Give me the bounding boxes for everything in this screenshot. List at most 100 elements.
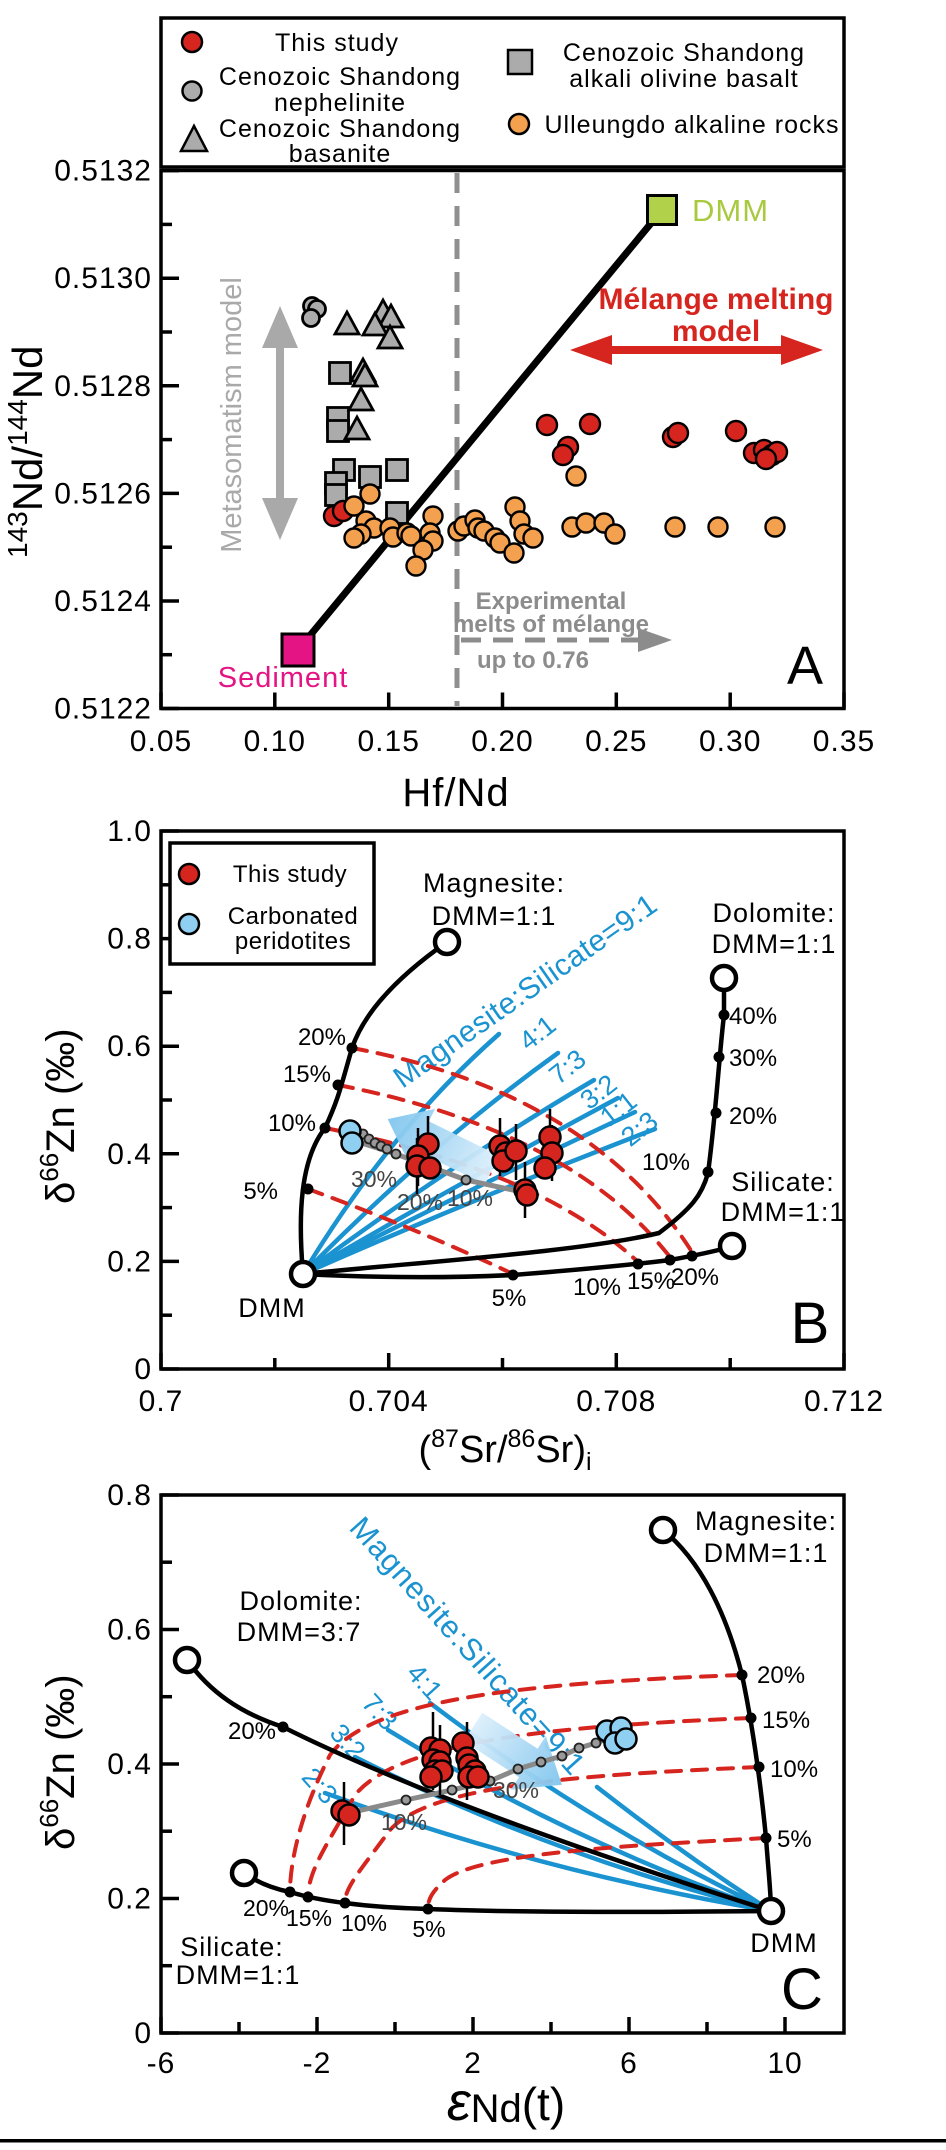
svg-text:15%: 15% [762,1707,810,1734]
svg-text:0.2: 0.2 [107,1245,152,1278]
svg-text:0.5126: 0.5126 [54,477,152,510]
svg-text:DMM: DMM [750,1928,817,1958]
svg-text:nephelinite: nephelinite [274,89,406,117]
svg-text:melts of mélange: melts of mélange [453,611,649,638]
svg-text:0.2: 0.2 [107,1883,152,1916]
svg-text:0.35: 0.35 [813,725,875,758]
svg-text:20%: 20% [729,1103,777,1130]
svg-text:0.20: 0.20 [471,725,533,758]
svg-text:This study: This study [233,861,347,888]
svg-text:30%: 30% [729,1045,777,1072]
svg-text:2: 2 [464,2047,482,2080]
svg-text:Hf/Nd: Hf/Nd [402,771,509,815]
svg-text:DMM=1:1: DMM=1:1 [712,929,837,959]
svg-text:Dolomite:: Dolomite: [712,898,835,928]
svg-text:15%: 15% [286,1905,332,1931]
svg-text:0: 0 [134,1353,152,1386]
svg-text:Dolomite:: Dolomite: [239,1586,362,1616]
svg-text:δ66Zn (‰): δ66Zn (‰) [34,1028,83,1204]
svg-text:Magnesite:: Magnesite: [695,1506,837,1536]
svg-text:10%: 10% [447,1185,493,1211]
svg-text:20%: 20% [228,1718,276,1745]
svg-text:0.5122: 0.5122 [54,693,152,726]
svg-text:5%: 5% [412,1916,445,1942]
svg-text:0.5128: 0.5128 [54,370,152,403]
svg-text:DMM=3:7: DMM=3:7 [237,1617,362,1647]
svg-text:δ66Zn (‰): δ66Zn (‰) [34,1674,83,1850]
svg-text:DMM=1:1: DMM=1:1 [176,1960,301,1990]
svg-text:(87Sr/86Sr)i: (87Sr/86Sr)i [418,1425,591,1476]
svg-text:DMM=1:1: DMM=1:1 [704,1538,829,1568]
svg-text:20%: 20% [298,1024,346,1051]
svg-text:Silicate:: Silicate: [731,1167,835,1197]
svg-text:20%: 20% [671,1264,719,1291]
svg-text:Silicate:: Silicate: [180,1932,284,1962]
svg-text:0.704: 0.704 [349,1385,429,1418]
svg-text:A: A [787,636,823,696]
svg-text:6: 6 [620,2047,638,2080]
svg-text:alkali olivine basalt: alkali olivine basalt [569,65,798,93]
svg-text:0.708: 0.708 [576,1385,656,1418]
svg-text:10%: 10% [770,1756,818,1783]
svg-text:0.712: 0.712 [804,1385,884,1418]
svg-text:10%: 10% [341,1910,387,1936]
svg-text:up to 0.76: up to 0.76 [477,647,589,674]
svg-text:5%: 5% [492,1285,527,1312]
svg-text:30%: 30% [493,1777,539,1803]
svg-text:Cenozoic Shandong: Cenozoic Shandong [563,39,805,67]
svg-text:143Nd/144Nd: 143Nd/144Nd [2,346,51,559]
svg-text:10%: 10% [268,1110,316,1137]
svg-text:10: 10 [767,2047,802,2080]
svg-text:DMM: DMM [692,193,769,228]
svg-text:20%: 20% [243,1895,289,1921]
svg-text:5%: 5% [777,1826,812,1853]
svg-text:Mélange melting: Mélange melting [598,283,833,316]
svg-text:Cenozoic Shandong: Cenozoic Shandong [219,63,461,91]
svg-text:20%: 20% [397,1189,443,1215]
svg-text:15%: 15% [627,1268,675,1295]
svg-text:C: C [781,1957,823,2022]
svg-text:0.15: 0.15 [358,725,420,758]
svg-text:Cenozoic Shandong: Cenozoic Shandong [219,115,461,143]
svg-text:10%: 10% [381,1809,427,1835]
svg-text:0.5130: 0.5130 [54,262,152,295]
svg-text:0.7: 0.7 [139,1385,184,1418]
svg-text:30%: 30% [351,1166,397,1192]
svg-text:0.8: 0.8 [107,1479,152,1512]
svg-text:0.4: 0.4 [107,1748,152,1781]
svg-text:0.5124: 0.5124 [54,585,152,618]
svg-text:basanite: basanite [289,140,392,168]
svg-text:-6: -6 [147,2047,176,2080]
svg-text:0.6: 0.6 [107,1614,152,1647]
svg-text:This study: This study [275,29,399,57]
svg-text:-2: -2 [303,2047,332,2080]
svg-text:0.6: 0.6 [107,1030,152,1063]
svg-text:5%: 5% [243,1178,278,1205]
svg-text:0.25: 0.25 [585,725,647,758]
svg-text:Carbonated: Carbonated [228,903,358,930]
svg-text:model: model [672,315,760,348]
svg-text:εNd(t): εNd(t) [447,2072,565,2132]
svg-text:40%: 40% [729,1003,777,1030]
svg-text:Ulleungdo alkaline rocks: Ulleungdo alkaline rocks [545,111,840,139]
svg-text:B: B [791,1291,830,1356]
svg-text:Sediment: Sediment [218,662,349,694]
svg-text:0.30: 0.30 [699,725,761,758]
svg-text:DMM=1:1: DMM=1:1 [721,1197,846,1227]
svg-text:10%: 10% [642,1149,690,1176]
svg-text:0.10: 0.10 [244,725,306,758]
svg-text:0.5132: 0.5132 [54,155,152,188]
svg-text:10%: 10% [573,1274,621,1301]
svg-text:0.8: 0.8 [107,923,152,956]
svg-text:Experimental: Experimental [476,588,627,615]
svg-text:Magnesite:: Magnesite: [423,868,565,898]
svg-text:15%: 15% [283,1061,331,1088]
svg-text:DMM: DMM [238,1293,305,1323]
svg-text:Metasomatism model: Metasomatism model [216,277,248,553]
svg-text:peridotites: peridotites [235,928,351,955]
svg-text:0.05: 0.05 [130,725,192,758]
svg-text:1.0: 1.0 [107,815,152,848]
svg-text:0: 0 [134,2017,152,2050]
svg-text:0.4: 0.4 [107,1138,152,1171]
svg-text:DMM=1:1: DMM=1:1 [432,901,557,931]
